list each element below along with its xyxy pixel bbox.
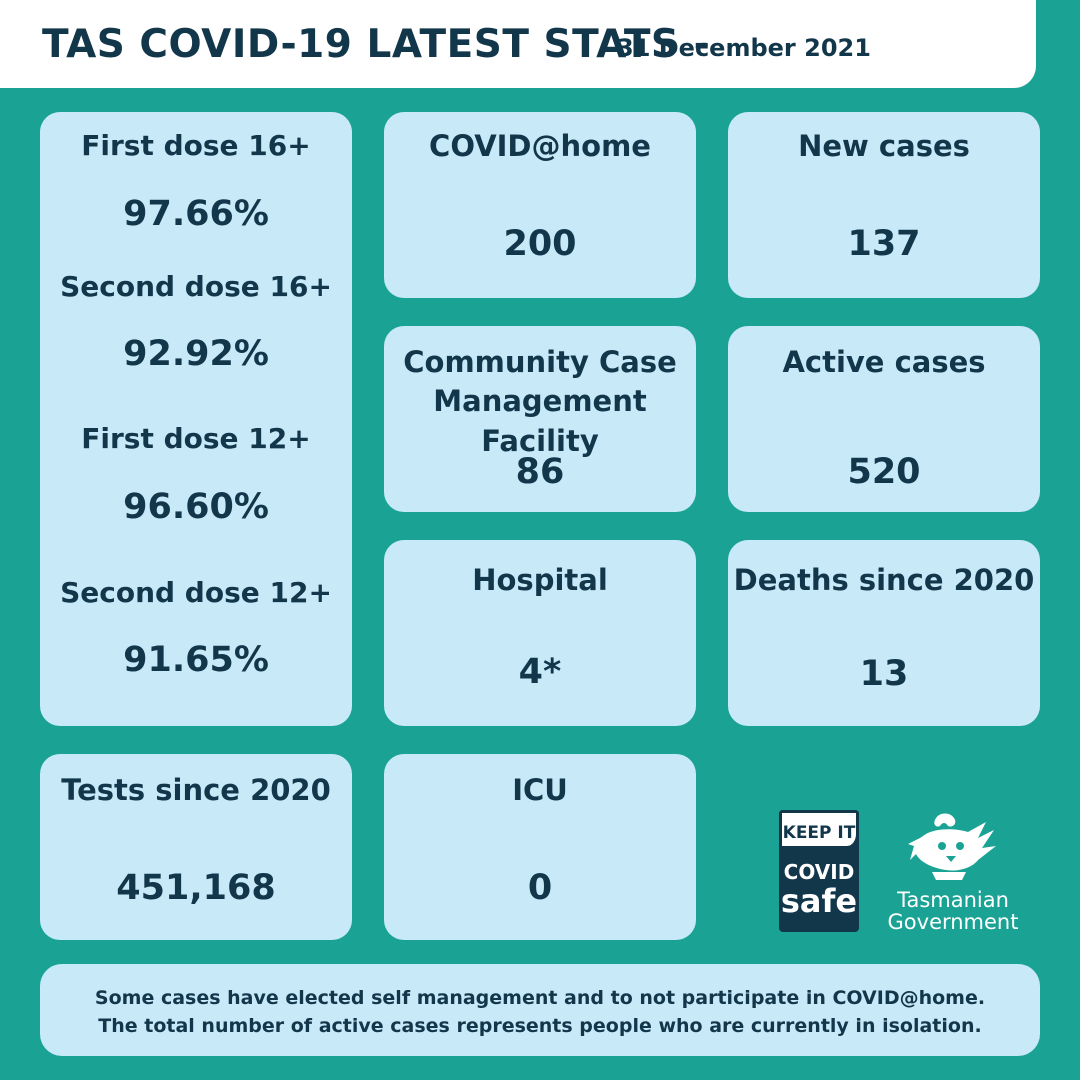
new-cases-value: 137 <box>847 224 921 264</box>
new-cases-card: New cases 137 <box>728 112 1040 298</box>
icu-card: ICU 0 <box>384 754 696 940</box>
covidsafe-keep-text: KEEP IT <box>779 810 859 846</box>
first-dose-12-label: First dose 12+ <box>81 422 311 455</box>
ccmf-label-line1: Community Case <box>403 345 677 379</box>
page-title: TAS COVID-19 LATEST STATS - <box>42 22 711 67</box>
covid-at-home-value: 200 <box>503 224 577 264</box>
icu-value: 0 <box>527 868 553 908</box>
new-cases-label: New cases <box>798 129 970 163</box>
covid-at-home-card: COVID@home 200 <box>384 112 696 298</box>
active-cases-value: 520 <box>847 452 921 492</box>
vaccination-card: First dose 16+ 97.66% Second dose 16+ 92… <box>40 112 352 726</box>
tasmanian-devil-emblem-icon <box>908 813 996 880</box>
footer-line2: The total number of active cases represe… <box>98 1015 982 1037</box>
footer-line1: Some cases have elected self management … <box>94 987 986 1009</box>
footer-note: Some cases have elected self management … <box>40 964 1040 1056</box>
covidsafe-covid-text: COVID <box>783 860 855 884</box>
header-bar: TAS COVID-19 LATEST STATS - 31 December … <box>0 0 1036 88</box>
report-date: 31 December 2021 <box>617 34 871 62</box>
hospital-card: Hospital 4* <box>384 540 696 726</box>
second-dose-12-value: 91.65% <box>123 640 269 680</box>
icu-label: ICU <box>512 773 568 807</box>
ccmf-card: Community Case Management Facility 86 <box>384 326 696 512</box>
tests-value: 451,168 <box>116 868 276 908</box>
second-dose-12-label: Second dose 12+ <box>60 576 332 609</box>
deaths-card: Deaths since 2020 13 <box>728 540 1040 726</box>
covid-at-home-label: COVID@home <box>429 129 651 163</box>
second-dose-16-label: Second dose 16+ <box>60 270 332 303</box>
keep-it-covid-safe-logo: KEEP IT COVID safe <box>779 810 859 932</box>
deaths-value: 13 <box>859 654 909 694</box>
deaths-label: Deaths since 2020 <box>733 563 1035 597</box>
hospital-value: 4* <box>518 652 562 692</box>
first-dose-16-label: First dose 16+ <box>81 129 311 162</box>
ccmf-label-line2: Management Facility <box>433 384 647 458</box>
ccmf-value: 86 <box>515 452 565 492</box>
first-dose-12-value: 96.60% <box>123 487 269 527</box>
hospital-label: Hospital <box>472 563 608 597</box>
first-dose-16-value: 97.66% <box>123 194 269 234</box>
gov-name-line1: Tasmanian <box>897 888 1009 912</box>
active-cases-label: Active cases <box>782 345 986 379</box>
gov-name-line2: Government <box>887 910 1019 934</box>
active-cases-card: Active cases 520 <box>728 326 1040 512</box>
second-dose-16-value: 92.92% <box>123 334 269 374</box>
covidsafe-safe-text: safe <box>780 882 858 920</box>
tests-card: Tests since 2020 451,168 <box>40 754 352 940</box>
tasmanian-government-logo: Tasmanian Government <box>878 810 1028 940</box>
tests-label: Tests since 2020 <box>61 773 331 807</box>
